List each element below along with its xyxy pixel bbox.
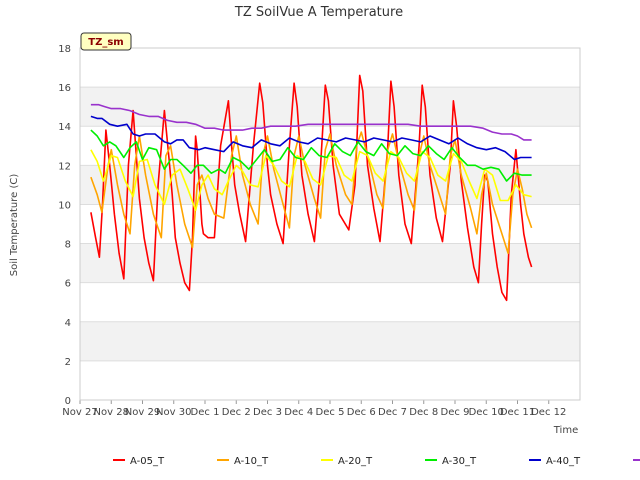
y-tick-label: 10	[58, 200, 71, 211]
y-tick-label: 16	[58, 83, 71, 94]
y-tick-label: 4	[65, 318, 71, 329]
tz-badge: TZ_sm	[80, 32, 132, 51]
y-tick-label: 12	[58, 161, 71, 172]
legend-item-a-20_t: A-20_T	[321, 456, 373, 467]
legend: A-05_T A-10_T A-20_T A-30_T A-40_T A-50_T	[113, 456, 640, 467]
x-tick-label: Dec 1	[191, 407, 220, 418]
x-tick-label: Dec 4	[284, 407, 313, 418]
legend-label: A-20_T	[338, 456, 373, 467]
x-tick-label: Dec 12	[531, 407, 566, 418]
x-tick-label: Dec 6	[347, 407, 376, 418]
x-tick-label: Dec 8	[409, 407, 438, 418]
y-tick-label: 2	[65, 357, 71, 368]
y-axis-ticks: 0 2 4 6 8 10 12 14 16 18	[58, 44, 71, 407]
legend-item-a-40_t: A-40_T	[529, 456, 581, 467]
series-line-a-40_t	[90, 115, 532, 161]
series-line-a-50_t	[90, 103, 532, 141]
x-tick-label: Nov 29	[125, 407, 160, 418]
badge-box	[80, 32, 132, 51]
y-tick-label: 6	[65, 279, 71, 290]
x-tick-label: Dec 10	[469, 407, 504, 418]
legend-label: A-10_T	[234, 456, 269, 467]
series-line-a-20_t	[90, 149, 532, 212]
x-tick-label: Dec 3	[253, 407, 282, 418]
legend-item-a-10_t: A-10_T	[217, 456, 269, 467]
x-tick-label: Nov 27	[62, 407, 97, 418]
legend-label: A-40_T	[546, 456, 581, 467]
x-tick-label: Dec 9	[441, 407, 470, 418]
legend-label: A-30_T	[442, 456, 477, 467]
y-tick-label: 8	[65, 240, 71, 251]
legend-item-a-05_t: A-05_T	[113, 456, 165, 467]
grid-band	[80, 321, 580, 361]
y-tick-label: 0	[65, 396, 71, 407]
x-axis-label: Time	[553, 425, 578, 436]
grid-bands	[80, 47, 580, 401]
x-tick-label: Dec 5	[316, 407, 345, 418]
series-lines	[90, 74, 533, 302]
plot-frame	[79, 47, 581, 401]
series-line-a-30_t	[90, 129, 532, 182]
legend-label: A-05_T	[130, 456, 165, 467]
y-tick-label: 18	[58, 44, 71, 55]
x-tick-label: Nov 30	[156, 407, 191, 418]
legend-item-a-30_t: A-30_T	[425, 456, 477, 467]
legend-item-a-50_t: A-50_T	[633, 459, 640, 461]
x-tick-label: Nov 28	[94, 407, 129, 418]
series-line-a-10_t	[90, 131, 533, 255]
x-tick-label: Dec 2	[222, 407, 251, 418]
y-axis-label: Soil Temperature (C)	[9, 174, 20, 277]
x-tick-label: Dec 7	[378, 407, 407, 418]
y-tick-label: 14	[58, 122, 71, 133]
x-tick-label: Dec 11	[500, 407, 535, 418]
chart-title: TZ SoilVue A Temperature	[234, 5, 403, 20]
badge-label: TZ_sm	[88, 37, 123, 48]
